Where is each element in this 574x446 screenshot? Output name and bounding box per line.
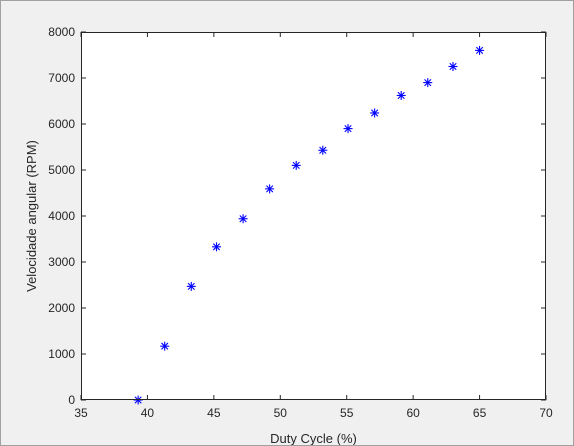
data-points: [133, 45, 485, 405]
x-tick-label: 70: [539, 406, 553, 420]
data-point: [212, 242, 222, 252]
y-tick-label: 3000: [48, 255, 75, 269]
x-axis-label: Duty Cycle (%): [270, 431, 357, 445]
x-tick-label: 60: [406, 406, 420, 420]
y-tick-label: 7000: [48, 71, 75, 85]
x-tick-label: 40: [141, 406, 155, 420]
data-point: [265, 184, 275, 194]
y-tick-label: 0: [68, 393, 75, 407]
data-point: [318, 145, 328, 155]
y-tick-label: 4000: [48, 209, 75, 223]
x-tick-label: 55: [340, 406, 354, 420]
y-tick-label: 1000: [48, 347, 75, 361]
y-tick-label: 8000: [48, 25, 75, 39]
data-point: [423, 78, 433, 88]
data-point: [160, 341, 170, 351]
x-tick-label: 65: [473, 406, 487, 420]
data-point: [396, 90, 406, 100]
axis-ticks: 35 40 45 50 55 60 65 70 0 1000 2000 3000 4000 5000 600…: [48, 25, 553, 420]
axes-box: [81, 32, 546, 400]
data-point: [291, 160, 301, 170]
y-axis-label: Velocidade angular (RPM): [24, 140, 39, 292]
data-point: [186, 281, 196, 291]
x-tick-label: 35: [74, 406, 88, 420]
data-point: [475, 45, 485, 55]
data-point: [448, 62, 458, 71]
plot-area: [81, 32, 546, 400]
x-tick-label: 45: [207, 406, 221, 420]
x-tick-label: 50: [274, 406, 288, 420]
data-point: [238, 214, 248, 224]
y-tick-label: 2000: [48, 301, 75, 315]
y-tick-label: 5000: [48, 163, 75, 177]
y-tick-label: 6000: [48, 117, 75, 131]
data-point: [370, 108, 380, 118]
data-point: [343, 124, 353, 134]
